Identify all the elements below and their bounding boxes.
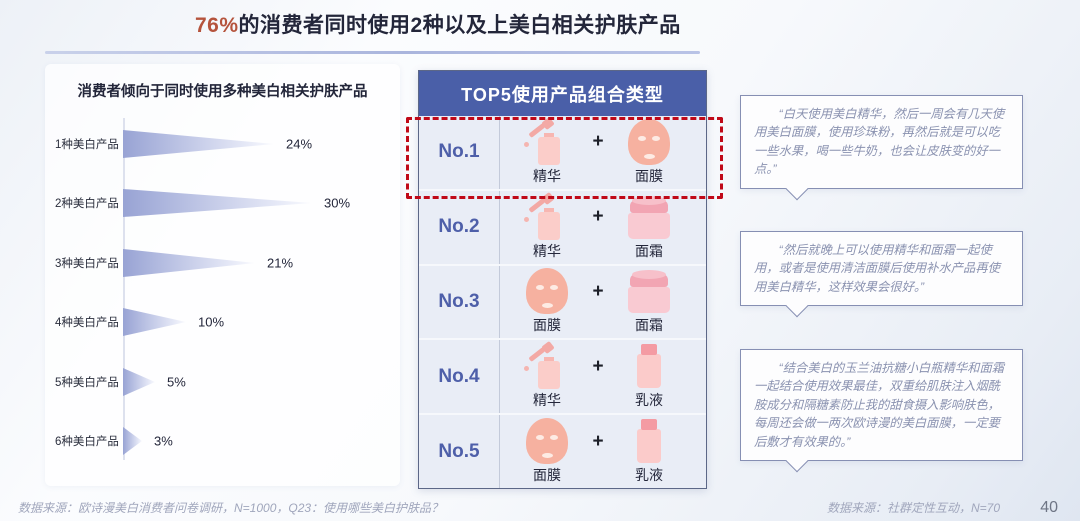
combo-row-4: No.4 精华 + 乳液 <box>419 338 706 414</box>
category-label: 3种美白产品 <box>55 258 119 270</box>
category-label: 4种美白产品 <box>55 317 119 329</box>
funnel-bar <box>123 368 155 396</box>
category-label: 1种美白产品 <box>55 139 119 151</box>
funnel-row: 4种美白产品 10% <box>55 308 396 336</box>
speech-tail-icon <box>785 449 809 473</box>
combo-item-label: 精华 <box>533 392 561 409</box>
plus-icon: + <box>592 280 604 302</box>
percent-label: 24% <box>286 136 313 152</box>
cream-icon <box>624 194 674 240</box>
data-source-left: 数据来源：欧诗漫美白消费者问卷调研，N=1000，Q23：使用哪些美白护肤品？ <box>18 501 444 515</box>
funnel-bar <box>123 249 255 277</box>
plus-icon: + <box>592 430 604 452</box>
combo-item-label: 面膜 <box>533 317 561 334</box>
chart-title: 消费者倾向于同时使用多种美白相关护肤产品 <box>77 84 368 100</box>
serum-icon <box>522 341 572 390</box>
percent-label: 10% <box>198 314 225 330</box>
top5-panel-body: No.1 精华 + 面膜 No.2 精华 + 面霜 No.3 面膜 <box>419 116 706 488</box>
rank-label: No.3 <box>419 265 500 339</box>
serum-icon <box>522 116 572 165</box>
plus-icon: + <box>592 355 604 377</box>
percent-label: 21% <box>267 255 294 271</box>
quote-bubble-1: “白天使用美白精华，然后一周会有几天使用美白面膜，使用珍珠粉，再然后就是可以吃一… <box>740 95 1023 201</box>
quote-text: “白天使用美白精华，然后一周会有几天使用美白面膜，使用珍珠粉，再然后就是可以吃一… <box>754 107 1005 177</box>
funnel-row: 2种美白产品 30% <box>55 189 396 217</box>
percent-label: 3% <box>154 433 173 449</box>
cream-icon <box>624 268 674 314</box>
quote-bubble-3: “结合美白的玉兰油抗糖小白瓶精华和面霜一起结合使用效果最佳，双重给肌肤注入烟酰胺… <box>740 349 1023 473</box>
mask-icon <box>522 418 572 465</box>
combo-item-label: 乳液 <box>635 467 663 484</box>
title-highlight: 76% <box>195 14 239 37</box>
speech-tail-icon <box>785 177 809 201</box>
lotion-icon <box>624 418 674 464</box>
combo-row-5: No.5 面膜 + 乳液 <box>419 413 706 488</box>
page-title: 76%的消费者同时使用2种以及上美白相关护肤产品 <box>195 9 681 39</box>
combo-item-label: 面霜 <box>635 317 663 334</box>
top5-panel-header: TOP5使用产品组合类型 <box>419 71 706 116</box>
category-label: 6种美白产品 <box>55 436 119 448</box>
percent-label: 5% <box>167 374 186 390</box>
category-label: 5种美白产品 <box>55 377 119 389</box>
funnel-bar <box>123 189 312 217</box>
funnel-bar <box>123 130 274 158</box>
combo-item-label: 面霜 <box>635 242 663 259</box>
quote-text: “然后就晚上可以使用精华和面霜一起使用，或者是使用清洁面膜后使用补水产品再使用美… <box>754 243 1000 294</box>
chart-axis-line <box>123 118 125 460</box>
combo-item-label: 精华 <box>533 242 561 259</box>
mask-icon <box>522 268 572 315</box>
combo-row-3: No.3 面膜 + 面霜 <box>419 263 706 339</box>
page-number: 40 <box>1040 499 1058 516</box>
title-divider <box>45 51 700 54</box>
funnel-bar <box>123 308 186 336</box>
combo-item-label: 精华 <box>533 167 561 184</box>
funnel-row: 6种美白产品 3% <box>55 427 396 455</box>
rank-label: No.1 <box>419 116 500 189</box>
serum-icon <box>522 191 572 240</box>
combo-row-1: No.1 精华 + 面膜 <box>419 116 706 189</box>
funnel-row: 1种美白产品 24% <box>55 130 396 158</box>
funnel-row: 3种美白产品 21% <box>55 249 396 277</box>
percent-label: 30% <box>324 195 351 211</box>
rank-label: No.4 <box>419 340 500 414</box>
lotion-icon <box>624 343 674 389</box>
funnel-bar <box>123 427 142 455</box>
funnel-row: 5种美白产品 5% <box>55 368 396 396</box>
combo-item-label: 面膜 <box>533 467 561 484</box>
rank-label: No.2 <box>419 190 500 264</box>
data-source-right: 数据来源：社群定性互动，N=70 <box>826 501 1000 515</box>
quote-bubble-2: “然后就晚上可以使用精华和面霜一起使用，或者是使用清洁面膜后使用补水产品再使用美… <box>740 231 1023 318</box>
rank-label: No.5 <box>419 415 500 488</box>
title-rest: 的消费者同时使用2种以及上美白相关护肤产品 <box>238 14 681 37</box>
mask-icon <box>624 118 674 165</box>
plus-icon: + <box>592 206 604 228</box>
plus-icon: + <box>592 131 604 153</box>
category-label: 2种美白产品 <box>55 198 119 210</box>
quote-text: “结合美白的玉兰油抗糖小白瓶精华和面霜一起结合使用效果最佳，双重给肌肤注入烟酰胺… <box>754 361 1005 449</box>
combo-item-label: 乳液 <box>635 392 663 409</box>
top5-panel: TOP5使用产品组合类型 No.1 精华 + 面膜 No.2 精华 + 面霜 <box>418 70 707 489</box>
combo-item-label: 面膜 <box>635 167 663 184</box>
speech-tail-icon <box>785 294 809 318</box>
combo-row-2: No.2 精华 + 面霜 <box>419 188 706 264</box>
funnel-chart: 消费者倾向于同时使用多种美白相关护肤产品 1种美白产品 24% 2种美白产品 3… <box>45 64 400 486</box>
